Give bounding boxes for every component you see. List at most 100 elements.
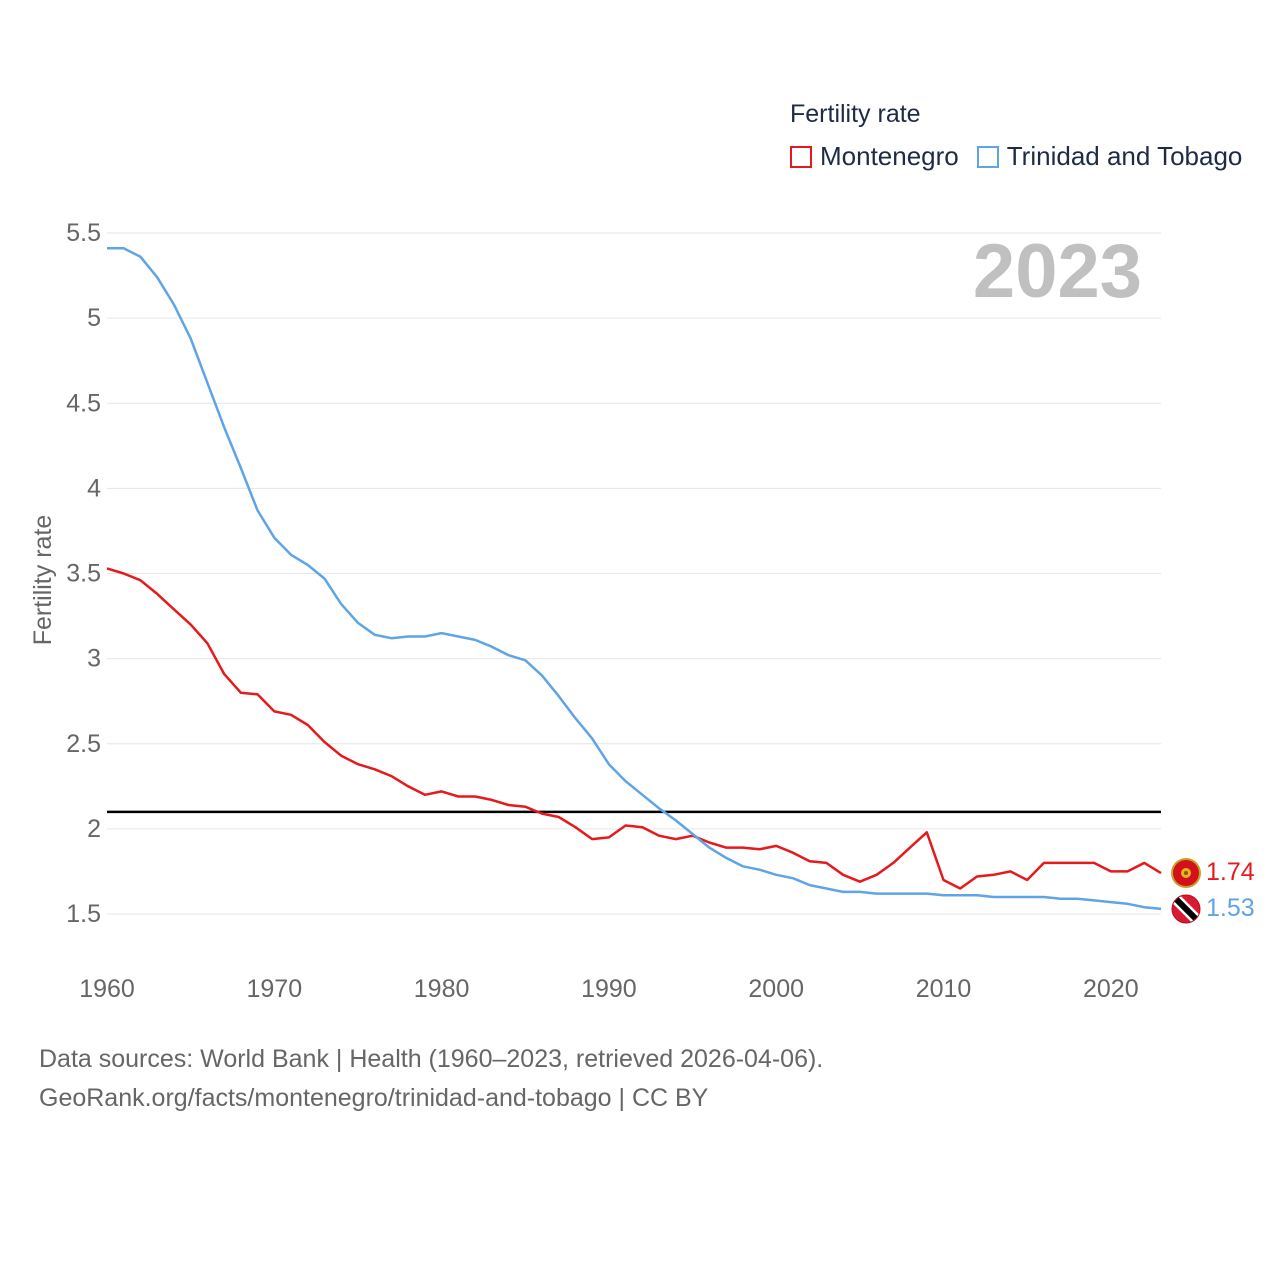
data-point	[206, 642, 208, 644]
trinidad-and-tobago-flag-icon	[1171, 894, 1201, 924]
data-point	[223, 673, 225, 675]
data-point	[340, 603, 342, 605]
data-point	[993, 896, 995, 898]
data-point	[407, 785, 409, 787]
data-point	[307, 724, 309, 726]
data-point	[759, 848, 761, 850]
data-point	[1143, 906, 1145, 908]
y-tick-label: 5.5	[66, 219, 101, 247]
data-point	[608, 836, 610, 838]
data-point	[240, 692, 242, 694]
data-point	[474, 639, 476, 641]
x-tick-label: 2000	[748, 975, 804, 1003]
data-point	[926, 831, 928, 833]
data-point	[123, 573, 125, 575]
data-point	[558, 816, 560, 818]
series-points-montenegro	[106, 567, 1162, 889]
data-point	[1127, 903, 1129, 905]
data-point	[290, 714, 292, 716]
data-point	[859, 881, 861, 883]
data-point	[876, 874, 878, 876]
end-value-label-montenegro: 1.74	[1206, 858, 1255, 886]
x-tick-label: 1970	[246, 975, 302, 1003]
y-tick-label: 1.5	[66, 900, 101, 928]
montenegro-flag-icon	[1171, 858, 1201, 888]
series-line-montenegro	[106, 567, 1162, 890]
data-point	[1127, 870, 1129, 872]
data-point	[1026, 896, 1028, 898]
data-point	[1143, 862, 1145, 864]
data-point	[324, 578, 326, 580]
data-point	[441, 790, 443, 792]
data-point	[457, 796, 459, 798]
data-point	[625, 780, 627, 782]
data-point	[424, 794, 426, 796]
data-point	[759, 869, 761, 871]
data-point	[357, 622, 359, 624]
data-point	[591, 738, 593, 740]
data-point	[909, 893, 911, 895]
legend-label-trinidad-and-tobago: Trinidad and Tobago	[1006, 141, 1243, 171]
legend-label-montenegro: Montenegro	[820, 141, 959, 171]
x-tick-label: 1980	[414, 975, 470, 1003]
data-point	[457, 636, 459, 638]
y-tick-label: 2.5	[66, 730, 101, 758]
data-point	[374, 768, 376, 770]
data-point	[123, 247, 125, 249]
data-point	[708, 847, 710, 849]
data-point	[190, 624, 192, 626]
data-point	[1076, 898, 1078, 900]
year-label: 2023	[972, 229, 1142, 314]
data-point	[273, 537, 275, 539]
data-point	[173, 608, 175, 610]
y-tick-label: 4.5	[66, 389, 101, 417]
data-point	[725, 857, 727, 859]
data-point	[357, 763, 359, 765]
data-point	[892, 862, 894, 864]
data-point	[825, 862, 827, 864]
data-point	[524, 806, 526, 808]
data-point	[809, 860, 811, 862]
data-point	[859, 891, 861, 893]
data-point	[1093, 899, 1095, 901]
data-point	[959, 894, 961, 896]
data-point	[1060, 862, 1062, 864]
data-point	[491, 646, 493, 648]
data-point	[223, 426, 225, 428]
data-point	[491, 799, 493, 801]
data-point	[140, 579, 142, 581]
legend-item-trinidad-and-tobago[interactable]: Trinidad and Tobago	[976, 141, 1243, 172]
data-point	[708, 842, 710, 844]
data-point	[591, 838, 593, 840]
y-axis-label: Fertility rate	[29, 515, 57, 646]
data-point	[976, 894, 978, 896]
source-text: Data sources: World Bank | Health (1960–…	[39, 1045, 824, 1073]
data-point	[1043, 896, 1045, 898]
data-point	[976, 876, 978, 878]
legend-swatch-trinidad-and-tobago	[976, 145, 999, 168]
data-point	[842, 874, 844, 876]
series-line-trinidad-and-tobago	[107, 247, 1162, 911]
data-point	[257, 510, 259, 512]
x-tick-label: 2020	[1083, 975, 1139, 1003]
data-point	[641, 794, 643, 796]
data-point	[775, 845, 777, 847]
data-point	[190, 338, 192, 340]
series-points-trinidad-and-tobago	[106, 247, 1162, 910]
data-point	[324, 741, 326, 743]
data-point	[641, 826, 643, 828]
data-point	[273, 710, 275, 712]
data-point	[508, 654, 510, 656]
data-point	[943, 879, 945, 881]
legend-item-montenegro[interactable]: Montenegro	[790, 141, 959, 172]
data-point	[675, 838, 677, 840]
data-point	[1110, 870, 1112, 872]
data-point	[240, 467, 242, 469]
data-point	[692, 833, 694, 835]
source-link[interactable]: GeoRank.org/facts/montenegro/trinidad-an…	[39, 1084, 709, 1112]
data-point	[1093, 862, 1095, 864]
y-tick-label: 5	[87, 304, 101, 332]
data-point	[658, 807, 660, 809]
data-point	[792, 852, 794, 854]
